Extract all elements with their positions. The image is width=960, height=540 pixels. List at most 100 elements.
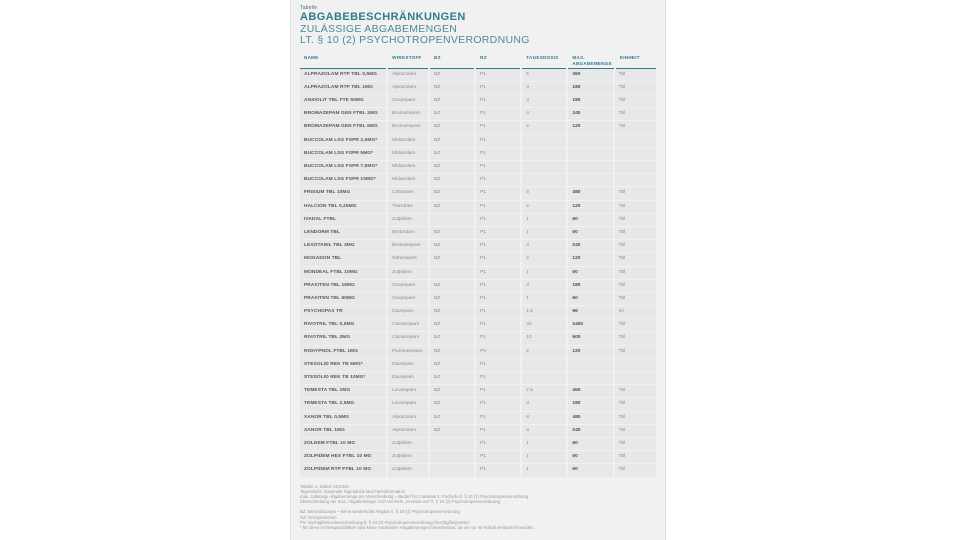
cell-max: 180 (568, 95, 613, 108)
table-row: ALPRAZOLAM RTP TBL 0,5MG Alprazolam BZ P1 6 3… (300, 68, 656, 81)
cell-tagesdosis: 1 (522, 292, 567, 306)
cell-wirkstoff: Zolpidem (388, 437, 428, 451)
page-subtitle-line1: ZULÄSSIGE ABGABEMENGEN (300, 22, 458, 35)
table-body: ALPRAZOLAM RTP TBL 0,5MG Alprazolam BZ P1 6 3… (300, 68, 656, 477)
cell-einheit: Tbl (614, 437, 656, 451)
cell-wirkstoff: Bromazepam (388, 108, 428, 121)
cell-rz: P1 (476, 68, 521, 81)
cell-rz: P1 (476, 253, 521, 266)
cell-max: 60 (568, 266, 613, 279)
cell-name: IVADAL FTBL (300, 213, 387, 226)
column-header-einheit: EINHEIT (615, 53, 656, 69)
cell-name: BUCCOLAM LSG FSPR 7,5MG* (300, 161, 387, 174)
cell-max: 360 (568, 68, 613, 81)
column-header-rz: RZ (476, 53, 521, 69)
cell-bz: BZ (430, 240, 475, 253)
cell-rz: P1 (476, 424, 521, 437)
cell-bz: BZ (430, 95, 475, 108)
table-row: STESOLID REK TB 10MG* Diazepam BZ P1 (300, 372, 656, 385)
cell-tagesdosis: 8 (522, 187, 567, 200)
cell-rz: P1 (476, 279, 521, 292)
cell-einheit: Tbl (614, 385, 656, 398)
cell-bz: BZ (430, 200, 475, 213)
footnote-block-abbreviations: BZ: Benzodiazepin – keine wiederholte Ab… (300, 509, 656, 530)
cell-wirkstoff: Alprazolam (388, 411, 428, 424)
cell-rz: P1 (476, 292, 521, 306)
cell-rz: P1 (476, 213, 521, 226)
cell-wirkstoff: Zolpidem (388, 451, 428, 464)
cell-tagesdosis: 1 (522, 451, 567, 464)
cell-wirkstoff: Midazolam (388, 147, 428, 161)
cell-tagesdosis: 4 (522, 240, 567, 253)
cell-tagesdosis (522, 358, 567, 372)
cell-einheit: Tbl (614, 226, 656, 240)
footnote-line: BZ: Benzodiazepin – keine wiederholte Ab… (300, 509, 460, 515)
cell-name: LENDORM TBL (300, 226, 387, 240)
cell-tagesdosis: 1 (522, 266, 567, 279)
cell-name: PRAXITEN TBL 15MG (300, 279, 387, 292)
cell-wirkstoff: Midazolam (388, 161, 428, 174)
cell-wirkstoff: Bromazepam (388, 121, 428, 134)
cell-name: BUCCOLAM LSG FSPR 2,5MG* (300, 134, 387, 147)
cell-tagesdosis: 2 (522, 345, 567, 358)
cell-max: 480 (568, 187, 613, 200)
cell-rz: P1 (476, 306, 521, 319)
cell-tagesdosis: 1,6 (522, 306, 567, 319)
cell-rz: P1 (476, 451, 521, 464)
cell-max: 600 (568, 332, 613, 345)
cell-einheit: Tbl (614, 266, 656, 279)
cell-wirkstoff: Clonazepam (388, 319, 428, 332)
cell-max: 120 (568, 121, 613, 134)
cell-max (568, 358, 613, 372)
cell-bz: BZ (430, 424, 475, 437)
column-header-tagesdosis: TAGESDOSIS (522, 53, 567, 69)
cell-einheit (614, 161, 656, 174)
cell-name: BUCCOLAM LSG FSPR 10MG* (300, 174, 387, 187)
cell-tagesdosis: 7,5 (522, 385, 567, 398)
cell-wirkstoff: Alprazolam (388, 68, 428, 81)
cell-tagesdosis: 6 (522, 68, 567, 81)
cell-max: 60 (568, 213, 613, 226)
cell-rz: P1 (476, 147, 521, 161)
cell-bz: BZ (430, 319, 475, 332)
table-kicker: Tabelle (300, 5, 318, 11)
cell-wirkstoff: Lorazepam (388, 385, 428, 398)
cell-einheit: Tbl (614, 68, 656, 81)
cell-name: STESOLID REK TB 5MG* (300, 358, 387, 372)
cell-einheit: ml (614, 306, 656, 319)
cell-wirkstoff: Oxazepam (388, 95, 428, 108)
table-row: PRAXITEN TBL 50MG Oxazepam BZ P1 1 60 Tbl (300, 292, 656, 306)
cell-einheit (614, 174, 656, 187)
cell-bz: BZ (430, 292, 475, 306)
cell-bz: BZ (430, 411, 475, 424)
cell-rz: P1 (476, 358, 521, 372)
cell-max: 96 (568, 306, 613, 319)
footnote-line: Überschreitung der max. Abgabemenge: Arz… (300, 499, 500, 505)
cell-einheit: Tbl (614, 319, 656, 332)
cell-max (568, 174, 613, 187)
cell-wirkstoff: Lorazepam (388, 398, 428, 411)
cell-name: XANOR TBL 1MG (300, 424, 387, 437)
cell-max: 60 (568, 464, 613, 477)
cell-einheit: Tbl (614, 108, 656, 121)
cell-name: TEMESTA TBL 2,5MG (300, 398, 387, 411)
cell-tagesdosis: 1 (522, 464, 567, 477)
cell-rz: P1 (476, 437, 521, 451)
cell-tagesdosis: 1 (522, 226, 567, 240)
cell-bz: BZ (430, 226, 475, 240)
cell-name: PSYCHOPAX TR (300, 306, 387, 319)
cell-einheit: Tbl (614, 332, 656, 345)
cell-bz: BZ (430, 306, 475, 319)
cell-max: 180 (568, 279, 613, 292)
table-row: MOGADON TBL Nitrazepam BZ P1 2 120 Tbl (300, 253, 656, 266)
cell-wirkstoff: Zolpidem (388, 266, 428, 279)
cell-bz: BZ (430, 372, 475, 385)
cell-wirkstoff: Zolpidem (388, 464, 428, 477)
cell-bz: BZ (430, 147, 475, 161)
cell-max: 60 (568, 226, 613, 240)
cell-name: ROHYPNOL FTBL 1MG (300, 345, 387, 358)
cell-name: PRAXITEN TBL 50MG (300, 292, 387, 306)
cell-rz: P1 (476, 95, 521, 108)
page-title: ABGABEBESCHRÄNKUNGEN (300, 11, 466, 23)
cell-einheit: Tbl (614, 292, 656, 306)
